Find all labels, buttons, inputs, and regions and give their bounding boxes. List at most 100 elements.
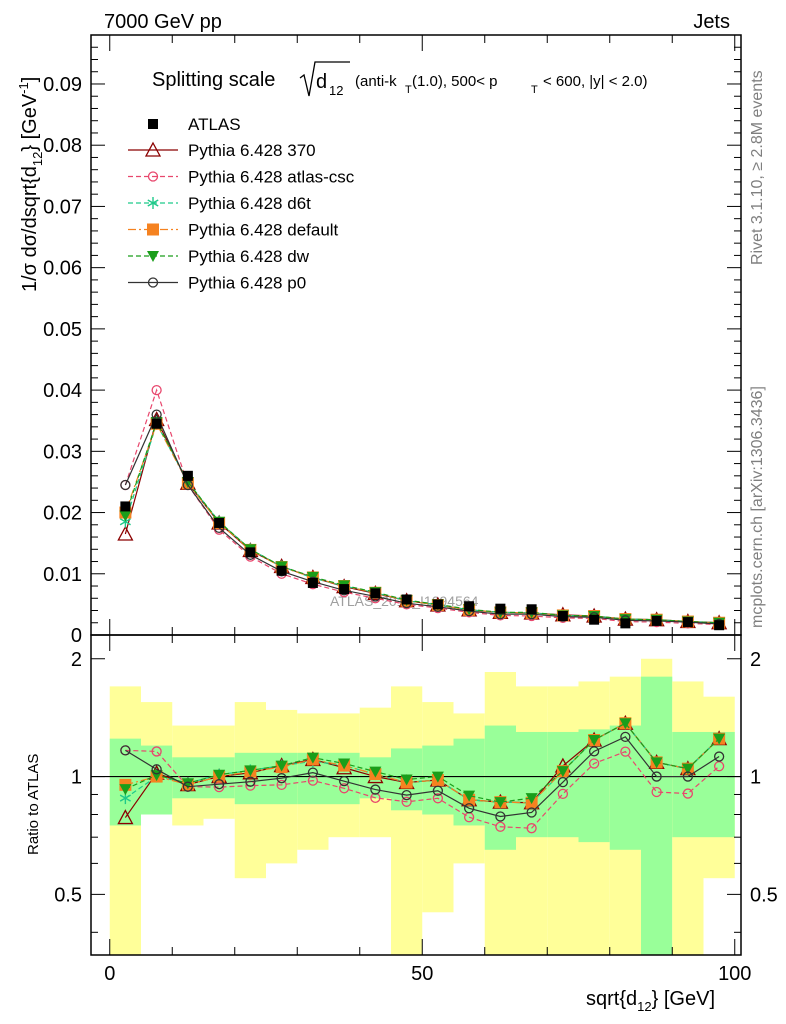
title-symbol-sub: 12 (329, 83, 343, 98)
series-ratio-point (400, 774, 413, 786)
data-point (307, 577, 318, 588)
y-axis-label-main: 1/σ dσ/dsqrt{d12} [GeV-1] (16, 77, 45, 292)
legend-marker (147, 277, 159, 288)
series-ratio-point (651, 771, 662, 782)
data-point (370, 588, 381, 599)
inner-band-bin (609, 725, 641, 850)
series-ratio-point (650, 757, 663, 769)
series-ratio-point (119, 784, 132, 796)
y-tick-label: 0.07 (43, 196, 82, 218)
data-point (182, 470, 193, 481)
data-point (120, 501, 131, 512)
ylabel-sub: 12 (30, 152, 45, 166)
title-cut-b: (1.0), 500< p (412, 73, 497, 90)
data-point (214, 517, 225, 528)
series-ratio-point (620, 746, 631, 757)
data-point (620, 618, 631, 629)
series-ratio-point (713, 733, 726, 745)
header-energy-label: 7000 GeV pp (104, 11, 222, 33)
series-ratio-point (681, 763, 694, 775)
legend-item: Pythia 6.428 atlas-csc (128, 168, 355, 187)
series-ratio-point (463, 790, 476, 802)
legend-label: Pythia 6.428 d6t (188, 194, 311, 213)
series-ratio-point (463, 803, 475, 814)
series-ratio-point (682, 788, 694, 799)
data-point (526, 604, 537, 615)
series-ratio-point (213, 781, 225, 793)
series-ratio-point (213, 779, 225, 790)
x-tick-label: 0 (104, 963, 115, 985)
series-ratio-point (338, 783, 350, 794)
data-point (276, 565, 287, 576)
x-tick-label: 100 (718, 963, 751, 985)
series-ratio-line (125, 736, 720, 818)
series-point-stroke (119, 518, 131, 526)
legend-label: Pythia 6.428 370 (188, 141, 316, 160)
legend-marker (147, 197, 159, 209)
series-pythia-6-428-p0 (120, 409, 725, 822)
series-ratio-point (651, 786, 662, 798)
y-axis-label-ratio: Ratio to ATLAS (25, 754, 42, 855)
ratio-y-tick-label: 0.5 (54, 884, 82, 906)
mcplots-label: mcplots.cern.ch [arXiv:1306.3436] (749, 386, 766, 628)
series-ratio-point (494, 797, 507, 809)
data-point (339, 584, 350, 595)
series-ratio-point (244, 765, 257, 777)
ylabel-sup: -1 (16, 82, 31, 94)
legend-marker (147, 171, 159, 182)
title-symbol: d (316, 71, 327, 93)
series-ratio-point (588, 746, 600, 757)
ylabel-part-a: 1/σ dσ/dsqrt{d (19, 166, 41, 292)
title-main: Splitting scale (152, 69, 275, 91)
series-ratio-point (275, 760, 288, 772)
legend: ATLAS Pythia 6.428 370 Pythia 6.428 atlas-… (128, 115, 355, 293)
legend-marker (144, 141, 162, 157)
series-ratio-point (307, 767, 319, 778)
series-atlas-data (120, 418, 725, 631)
ratio-y-tick-label: 2 (71, 649, 82, 671)
inner-band-bin (516, 731, 548, 838)
ratio-y-tick-label-right: 1 (750, 767, 761, 789)
series-ratio-point (401, 796, 412, 807)
ylabel-part-b: } [GeV (19, 93, 41, 151)
data-point (151, 418, 162, 429)
ratio-plot-frame (90, 634, 742, 956)
svg-text:1/σ dσ/dsqrt{d12} [GeV-1]: 1/σ dσ/dsqrt{d12} [GeV-1] (16, 77, 45, 292)
y-tick-label: 0.08 (43, 135, 82, 157)
series-ratio-point (338, 776, 350, 787)
xlabel-end: } [GeV] (652, 988, 715, 1010)
axis-tick-labels: 0 0.01 0.02 0.03 0.04 0.05 0.06 0.07 0.08 0.09 0.5… (43, 74, 778, 985)
legend-label: Pythia 6.428 default (188, 221, 339, 240)
data-point (464, 601, 475, 612)
data-point (557, 611, 568, 622)
series-ratio-point (117, 809, 134, 825)
y-tick-label: 0.04 (43, 380, 82, 402)
title-cut-t: T (405, 84, 412, 96)
xlabel-sub: 12 (637, 999, 651, 1014)
series-point (120, 479, 131, 491)
title-cut-d: < 600, |y| < 2.0) (543, 73, 648, 90)
legend-marker-stroke (147, 199, 159, 207)
series-ratio-point (556, 766, 569, 778)
legend-item: Pythia 6.428 default (128, 221, 339, 240)
inner-band-bin (484, 725, 516, 850)
data-point (245, 547, 256, 558)
series-ratio-point (557, 788, 569, 800)
series-ratio-point (370, 792, 381, 803)
y-tick-label: 0.03 (43, 441, 82, 463)
plot-title: Splitting scale d 12 (anti-k T (1.0), 50… (152, 61, 648, 98)
series-ratio-point (338, 758, 351, 770)
legend-item: Pythia 6.428 p0 (128, 274, 306, 293)
data-point (495, 603, 506, 614)
series-ratio-point (495, 821, 506, 832)
series-ratio-point (432, 785, 444, 796)
data-point (401, 594, 412, 605)
y-tick-label: 0.06 (43, 258, 82, 280)
legend-marker (147, 223, 159, 236)
series-ratio-point-stroke (119, 794, 131, 802)
outer-band-bin (391, 686, 423, 955)
series-ratio-point (245, 776, 256, 787)
series-ratio-point (182, 781, 194, 792)
series-ratio-point (151, 764, 162, 775)
